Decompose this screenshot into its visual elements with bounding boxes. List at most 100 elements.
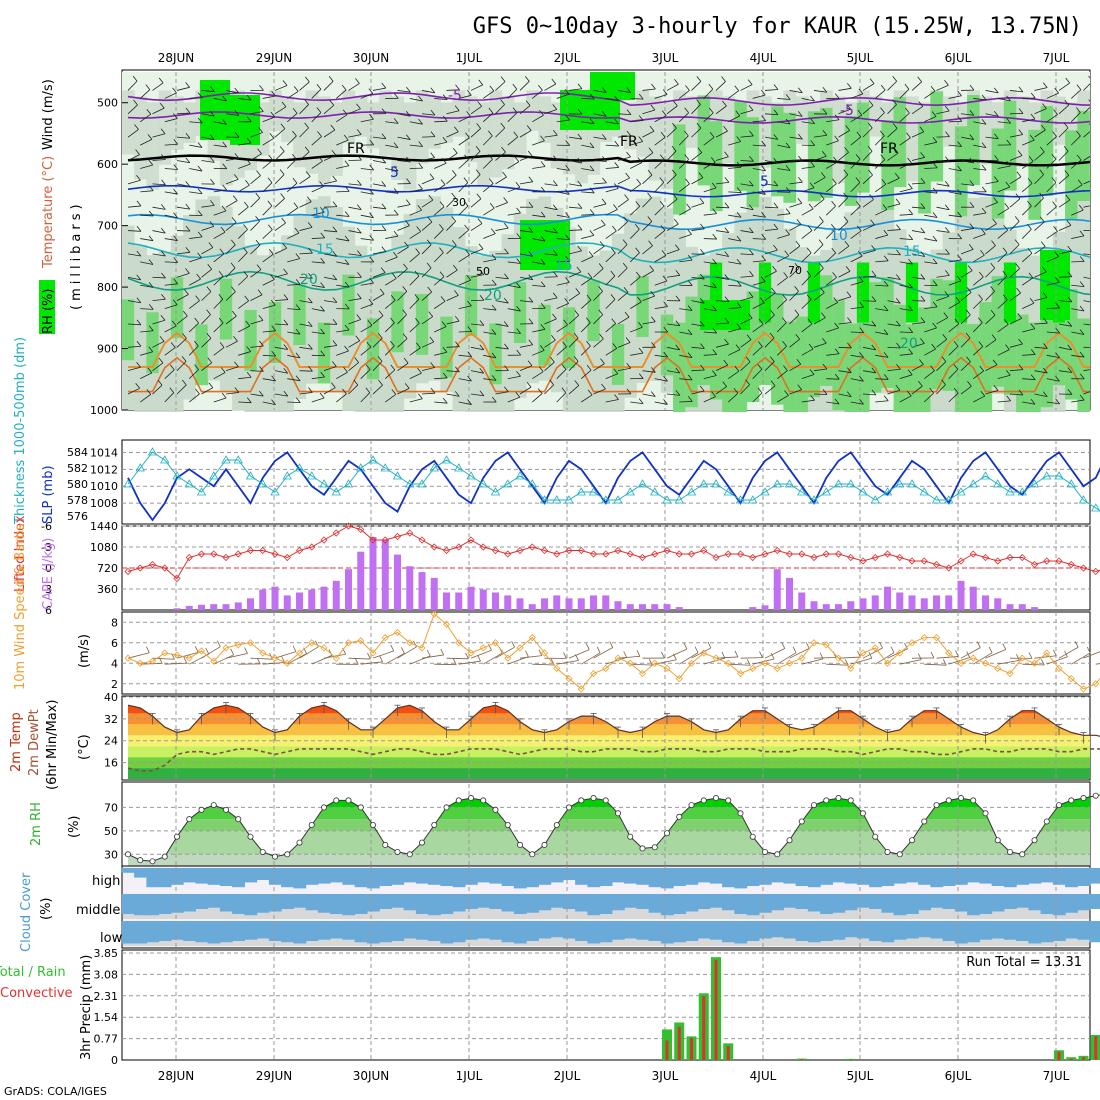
- upper-barb-40-708: [617, 221, 628, 231]
- precip-tick-5: 3.85: [94, 947, 119, 960]
- upper-barb-53-860: [776, 322, 787, 333]
- cloud-bar-2-15: [305, 921, 319, 941]
- upper-barb-flag-47-898: [712, 349, 718, 355]
- upper-barb-flag-40-936: [626, 362, 632, 369]
- upper-barb-flag-75-974: [1055, 398, 1060, 405]
- upper-barb-flag-46-708: [700, 223, 705, 230]
- upper-barb-42-708: [642, 221, 653, 231]
- upper-barb-36-556: [568, 136, 582, 140]
- upper-barb-flag-34-556: [553, 129, 558, 136]
- upper-barb-flag-73-860: [1030, 323, 1036, 330]
- wind-marker-53: [773, 664, 781, 672]
- cloud-bar-0-68: [954, 868, 968, 885]
- upper-barb-20-746: [372, 251, 386, 255]
- upper-barb-flag-53-632: [785, 187, 791, 193]
- upper-barb-flag-68-784: [967, 265, 973, 271]
- upper-barb-flag-8-670: [232, 195, 238, 201]
- upper-barb-5-974: [189, 393, 200, 403]
- upper-barb-flag-66-594: [945, 156, 950, 163]
- upper-barb-21-746: [385, 256, 398, 263]
- upper-barb-56-480: [813, 90, 827, 93]
- wind-barb-flag-44: [683, 642, 688, 650]
- thickness-marker-48: [711, 479, 721, 488]
- upper-barb-flag-20-860: [378, 310, 384, 316]
- wind-barb-26: [446, 657, 469, 660]
- upper-barb-flag-51-822: [760, 297, 765, 303]
- upper-barb-2-860: [152, 319, 166, 325]
- upper-barb-flag-1-898: [148, 346, 154, 353]
- cape-bar-25: [430, 577, 438, 610]
- upper-barb-flag-38-974: [601, 383, 606, 390]
- upper-barb-21-822: [384, 299, 396, 309]
- upper-barb-flag-54-632: [798, 176, 803, 183]
- wind-marker-4: [173, 651, 181, 659]
- pressure-label-0: 500: [97, 97, 118, 110]
- upper-barb-6-708: [201, 225, 214, 231]
- upper-barb-5-708: [189, 236, 203, 239]
- upper-barb-flag-43-556: [660, 132, 666, 138]
- upper-barb-flag-72-518: [1018, 108, 1024, 114]
- upper-barb-73-708: [1021, 228, 1032, 239]
- upper-barb-62-556: [887, 128, 898, 138]
- rh-grey-low-37: [575, 246, 588, 412]
- upper-barb-flag-69-898: [978, 341, 984, 347]
- upper-barb-flag-53-594: [785, 165, 791, 171]
- upper-barb-flag-69-518: [981, 118, 987, 125]
- upper-barb-61-974: [875, 400, 889, 403]
- upper-barb-48-556: [715, 130, 728, 138]
- upper-barb-64-670: [911, 206, 925, 209]
- cape-bar-53: [773, 569, 781, 610]
- upper-barb-flag-49-670: [736, 212, 742, 218]
- upper-barb-35-746: [556, 260, 570, 263]
- upper-barb-flag-50-822: [748, 291, 754, 298]
- upper-barb-flag-76-594: [1063, 146, 1069, 152]
- upper-barb-7-936: [213, 372, 226, 380]
- upper-barb-flag-42-746: [648, 240, 653, 246]
- upper-barb-26-936: [446, 370, 460, 373]
- upper-barb-9-708: [237, 229, 248, 239]
- wind-marker-58: [834, 654, 843, 662]
- rh-mid-16: [317, 322, 331, 384]
- upper-barb-68-594: [960, 160, 974, 164]
- upper-barb-flag-16-670: [332, 201, 338, 207]
- upper-barb-flag-20-594: [381, 157, 387, 164]
- upper-barb-23-480: [409, 98, 423, 102]
- upper-barb-flag-76-632: [1064, 170, 1070, 176]
- wind-barb-flag-34: [563, 652, 567, 659]
- cloud-bar-1-45: [673, 894, 686, 914]
- rh-grey-46: [685, 96, 699, 148]
- rh-mid-2: [146, 312, 160, 374]
- upper-barb-17-556: [336, 139, 349, 146]
- upper-barb-flag-49-898: [735, 344, 741, 350]
- upper-barb-flag-49-480: [734, 85, 740, 91]
- li-marker-47: [700, 546, 708, 555]
- upper-barb-flag-5-556: [197, 142, 203, 148]
- upper-barb-55-594: [801, 166, 815, 169]
- upper-barb-43-746: [654, 255, 667, 263]
- upper-barb-flag-33-594: [540, 161, 546, 167]
- upper-barb-flag-44-784: [675, 270, 681, 276]
- upper-barb-44-556: [666, 127, 677, 138]
- upper-barb-46-936: [691, 369, 705, 372]
- upper-barb-77-898: [1071, 354, 1085, 358]
- rh-marker-59: [847, 797, 854, 804]
- upper-barb-19-860: [360, 324, 373, 333]
- upper-barb-flag-43-518: [661, 110, 667, 116]
- upper-barb-8-822: [225, 291, 236, 301]
- upper-barb-49-670: [728, 214, 742, 218]
- upper-barb-flag-29-784: [491, 279, 497, 286]
- upper-barb-71-518: [997, 121, 1011, 124]
- wind-marker-20: [369, 649, 377, 657]
- upper-barb-flag-28-518: [477, 101, 482, 107]
- upper-barb-flag-8-860: [232, 310, 237, 317]
- rh-marker-29: [480, 797, 487, 804]
- upper-barb-17-974: [336, 393, 347, 403]
- upper-barb-2-518: [152, 107, 165, 115]
- upper-barb-50-556: [740, 135, 754, 138]
- upper-barb-66-860: [936, 317, 949, 325]
- upper-barb-30-822: [495, 300, 509, 304]
- upper-barb-52-822: [764, 292, 776, 301]
- cape-bar-57: [822, 604, 830, 610]
- upper-barb-flag-68-594: [969, 157, 975, 164]
